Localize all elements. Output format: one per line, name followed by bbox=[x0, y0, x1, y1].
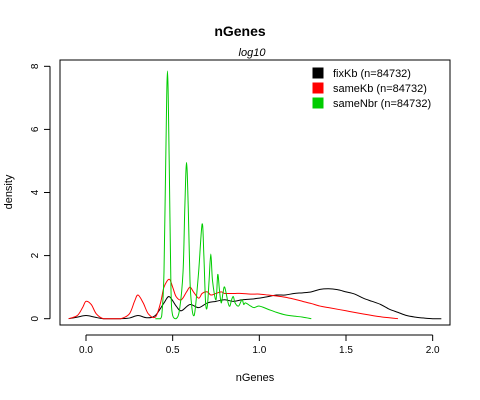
series-line-3 bbox=[155, 70, 312, 320]
x-axis-label: nGenes bbox=[236, 372, 275, 384]
x-tick-label: 1.5 bbox=[339, 345, 353, 356]
y-axis-label: density bbox=[3, 174, 15, 209]
x-tick-label: 2.0 bbox=[426, 345, 440, 356]
chart-title: nGenes bbox=[214, 23, 266, 39]
series-line-2 bbox=[68, 278, 399, 320]
chart-subtitle: log10 bbox=[239, 47, 267, 59]
legend-label-2: sameKb (n=84732) bbox=[333, 83, 427, 95]
series-line-1 bbox=[68, 288, 442, 320]
x-tick-label: 0.0 bbox=[79, 345, 93, 356]
x-tick-label: 1.0 bbox=[252, 345, 266, 356]
legend: fixKb (n=84732) sameKb (n=84732) sameNbr (… bbox=[312, 67, 431, 110]
legend-label-1: fixKb (n=84732) bbox=[333, 68, 411, 80]
y-axis: 0 2 4 6 8 bbox=[30, 63, 51, 321]
series-group bbox=[68, 70, 442, 320]
y-tick-label: 6 bbox=[30, 126, 41, 132]
legend-swatch-1 bbox=[312, 67, 324, 79]
legend-label-3: sameNbr (n=84732) bbox=[333, 98, 431, 110]
legend-swatch-2 bbox=[312, 82, 324, 94]
y-tick-label: 2 bbox=[30, 252, 41, 258]
x-axis: 0.0 0.5 1.0 1.5 2.0 bbox=[79, 334, 440, 356]
plot-frame bbox=[59, 59, 451, 326]
y-tick-label: 4 bbox=[30, 189, 41, 195]
legend-swatch-3 bbox=[312, 97, 324, 109]
x-tick-label: 0.5 bbox=[166, 345, 180, 356]
y-tick-label: 8 bbox=[30, 63, 41, 69]
y-tick-label: 0 bbox=[30, 315, 41, 321]
